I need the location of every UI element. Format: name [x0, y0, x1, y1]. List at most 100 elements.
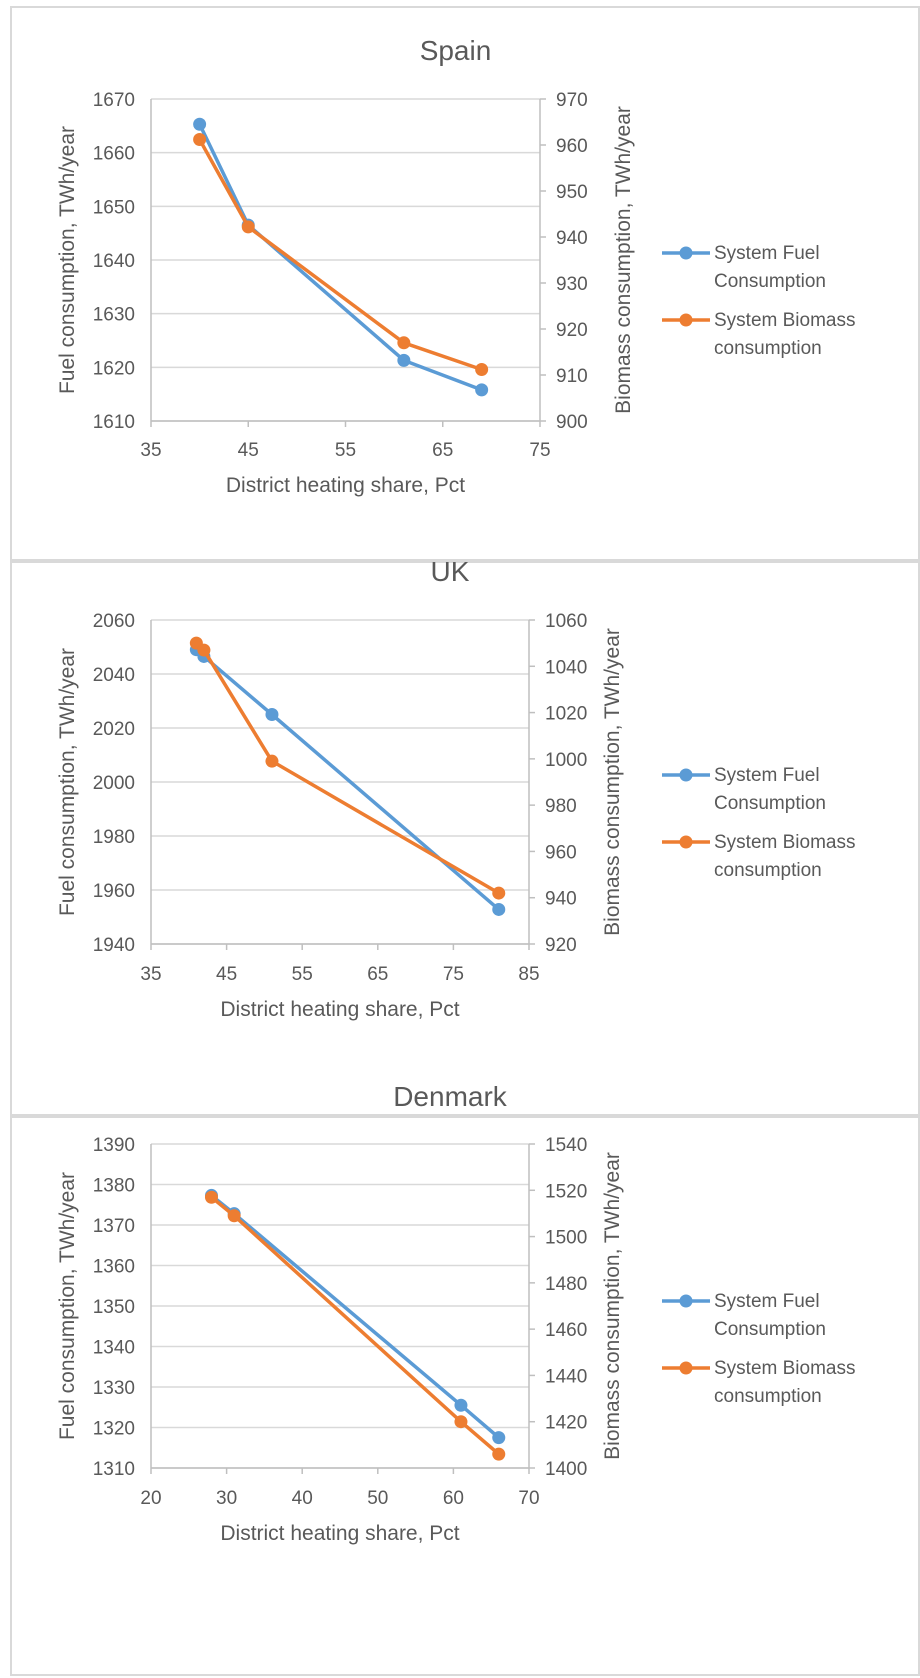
y-axis-title: Fuel consumption, TWh/year: [56, 648, 79, 916]
legend-label: System Biomass: [714, 832, 855, 853]
chart-panel-denmark: Denmark 1310 1320 1330 1340 1350 1360 1370 1380 1…: [10, 1081, 920, 1676]
data-point: [227, 1209, 241, 1223]
y-tick-label: 2060: [93, 611, 135, 632]
series-line: [195, 648, 500, 911]
legend-label: consumption: [714, 338, 822, 359]
y2-axis-title: Biomass consumption, TWh/year: [612, 106, 635, 414]
chart-uk: UK 1940 1960 1980 2000 2020 2040 2060 920 940 960 9…: [56, 556, 855, 1021]
y-tick-label: 1620: [93, 358, 135, 379]
chart-spain: Spain 1610 1620 1630 1640 1650 1660 1670 900 910 9…: [56, 35, 855, 497]
x-axis-title: District heating share, Pct: [226, 474, 465, 497]
y2-tick-label: 920: [556, 320, 588, 341]
y-tick-label: 1370: [93, 1216, 135, 1237]
y-tick-label: 1670: [93, 90, 135, 111]
x-tick-label: 75: [443, 964, 464, 985]
y-tick-label: 1940: [93, 935, 135, 956]
x-tick-label: 45: [238, 440, 259, 461]
y2-tick-label: 1040: [545, 657, 587, 678]
y2-tick-label: 1480: [545, 1274, 587, 1295]
legend-marker: [679, 1294, 693, 1308]
y-tick-label: 1630: [93, 305, 135, 326]
x-tick-label: 55: [292, 964, 313, 985]
y-tick-label: 1310: [93, 1459, 135, 1480]
x-tick-label: 35: [140, 440, 161, 461]
y2-tick-label: 1000: [545, 750, 587, 771]
legend-label: System Biomass: [714, 1358, 855, 1379]
y-tick-label: 1640: [93, 251, 135, 272]
y2-tick-label: 960: [545, 842, 577, 863]
x-axis-title: District heating share, Pct: [220, 1522, 459, 1545]
legend-marker: [679, 835, 693, 849]
x-tick-label: 75: [529, 440, 550, 461]
y2-tick-label: 940: [556, 228, 588, 249]
y-tick-label: 1360: [93, 1257, 135, 1278]
y2-axis-title: Biomass consumption, TWh/year: [601, 1152, 624, 1460]
x-tick-label: 40: [292, 1488, 313, 1509]
series-line: [198, 138, 483, 372]
data-point: [265, 708, 279, 721]
y2-tick-label: 1400: [545, 1459, 587, 1480]
data-point: [193, 132, 207, 146]
x-tick-label: 30: [216, 1488, 237, 1509]
x-tick-label: 55: [335, 440, 356, 461]
y-tick-label: 1330: [93, 1378, 135, 1399]
data-point: [193, 117, 207, 131]
y-tick-label: 2040: [93, 665, 135, 686]
x-tick-label: 50: [367, 1488, 388, 1509]
y-tick-label: 1340: [93, 1338, 135, 1359]
y-tick-label: 1960: [93, 881, 135, 902]
y2-tick-label: 920: [545, 935, 577, 956]
y2-tick-label: 1520: [545, 1181, 587, 1202]
x-tick-label: 85: [518, 964, 539, 985]
y2-tick-label: 1060: [545, 611, 587, 632]
y-tick-label: 1660: [93, 144, 135, 165]
y-tick-label: 1390: [93, 1135, 135, 1156]
y2-tick-label: 910: [556, 366, 588, 387]
y2-tick-label: 930: [556, 274, 588, 295]
y-axis-title: Fuel consumption, TWh/year: [56, 1172, 79, 1440]
y-axis-title: Fuel consumption, TWh/year: [56, 126, 79, 394]
series-line: [210, 1195, 500, 1456]
y2-tick-label: 1500: [545, 1228, 587, 1249]
legend-marker: [679, 768, 693, 782]
legend-label: Consumption: [714, 271, 826, 292]
data-point: [397, 353, 411, 367]
legend-label: consumption: [714, 860, 822, 881]
data-point: [475, 383, 489, 397]
data-point: [492, 1431, 506, 1445]
data-point: [492, 886, 506, 900]
series-line: [210, 1194, 500, 1439]
series-line: [195, 641, 500, 895]
y-tick-label: 1380: [93, 1176, 135, 1197]
y2-tick-label: 950: [556, 182, 588, 203]
legend-label: System Fuel: [714, 765, 820, 786]
data-point: [492, 902, 506, 916]
y2-tick-label: 1440: [545, 1366, 587, 1387]
y2-tick-label: 960: [556, 136, 588, 157]
y2-tick-label: 980: [545, 796, 577, 817]
legend-marker: [679, 1361, 693, 1375]
chart-denmark: Denmark 1310 1320 1330 1340 1350 1360 1370 1380 1…: [56, 1081, 855, 1545]
legend-label: Consumption: [714, 1319, 826, 1340]
data-point: [492, 1447, 506, 1461]
data-point: [197, 643, 211, 657]
legend-label: System Fuel: [714, 1291, 820, 1312]
legend-marker: [679, 246, 693, 260]
data-point: [265, 754, 279, 768]
x-tick-label: 20: [140, 1488, 161, 1509]
y2-tick-label: 940: [545, 889, 577, 910]
chart-panel-spain: Spain 1610 1620 1630 1640 1650 1660 1670 900 910 9…: [10, 6, 920, 561]
chart-title: UK: [431, 556, 470, 587]
y-tick-label: 2020: [93, 719, 135, 740]
y-tick-label: 1650: [93, 197, 135, 218]
legend-marker: [679, 313, 693, 327]
data-point: [454, 1415, 468, 1429]
data-point: [397, 336, 411, 350]
x-tick-label: 65: [367, 964, 388, 985]
data-point: [454, 1398, 468, 1412]
legend-label: consumption: [714, 1386, 822, 1407]
data-point: [241, 220, 255, 234]
y-tick-label: 1350: [93, 1297, 135, 1318]
y-tick-label: 1610: [93, 412, 135, 433]
series-line: [198, 123, 483, 392]
